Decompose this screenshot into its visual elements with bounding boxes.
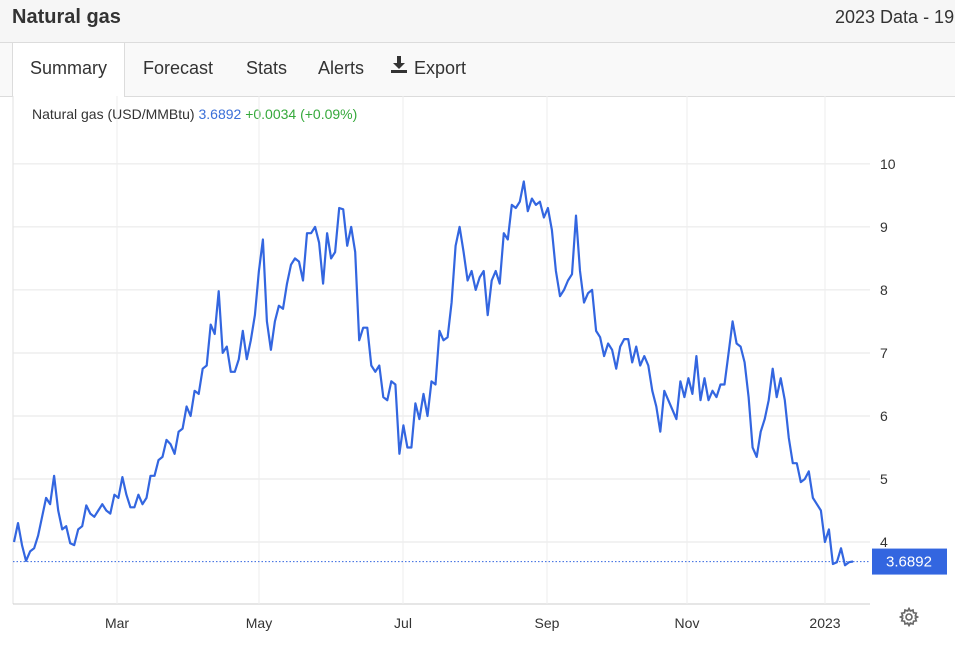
header-bar: Natural gas 2023 Data - 19 — [0, 0, 955, 43]
x-tick-label: May — [246, 615, 272, 631]
current-value-box — [872, 548, 947, 575]
x-tick-label: Mar — [105, 615, 129, 631]
download-icon — [390, 42, 408, 92]
tab-forecast[interactable]: Forecast — [143, 43, 213, 95]
page-title: Natural gas — [12, 6, 121, 28]
gear-icon[interactable] — [898, 606, 920, 632]
tab-summary[interactable]: Summary — [12, 43, 125, 97]
series-name: Natural gas (USD/MMBtu) — [32, 106, 195, 122]
tab-alerts[interactable]: Alerts — [318, 43, 364, 95]
tab-stats[interactable]: Stats — [246, 43, 287, 95]
tab-bar: Summary Forecast Stats Alerts Export — [0, 43, 955, 97]
y-tick-label: 9 — [880, 219, 888, 235]
y-tick-label: 8 — [880, 282, 888, 298]
x-tick-label: 2023 — [809, 615, 840, 631]
series-change: +0.0034 (+0.09%) — [245, 106, 358, 122]
x-tick-label: Sep — [535, 615, 560, 631]
tab-summary-label: Summary — [29, 58, 107, 78]
y-tick-label: 4 — [880, 534, 888, 550]
series-line — [12, 180, 854, 567]
tab-forecast-label: Forecast — [143, 58, 214, 78]
series-current-value: 3.6892 — [198, 106, 242, 122]
y-tick-label: 5 — [880, 471, 888, 487]
chart-legend: Natural gas (USD/MMBtu) 3.6892 +0.0034 (… — [32, 106, 357, 122]
price-chart[interactable]: 4 5 6 7 8 9 10 Mar May Jul Sep Nov 2023 3.6892 — [0, 96, 955, 647]
tab-export-label: Export — [414, 58, 467, 78]
current-value-label: 3.6892 — [886, 554, 932, 571]
tab-export[interactable]: Export — [390, 43, 466, 95]
x-tick-label: Jul — [394, 615, 412, 631]
tab-stats-label: Stats — [246, 58, 288, 78]
y-tick-label: 6 — [880, 408, 888, 424]
tab-alerts-label: Alerts — [318, 58, 365, 78]
x-tick-label: Nov — [675, 615, 700, 631]
data-range-label[interactable]: 2023 Data - 19 — [835, 7, 955, 27]
y-tick-label: 10 — [880, 156, 896, 172]
y-tick-label: 7 — [880, 345, 888, 361]
